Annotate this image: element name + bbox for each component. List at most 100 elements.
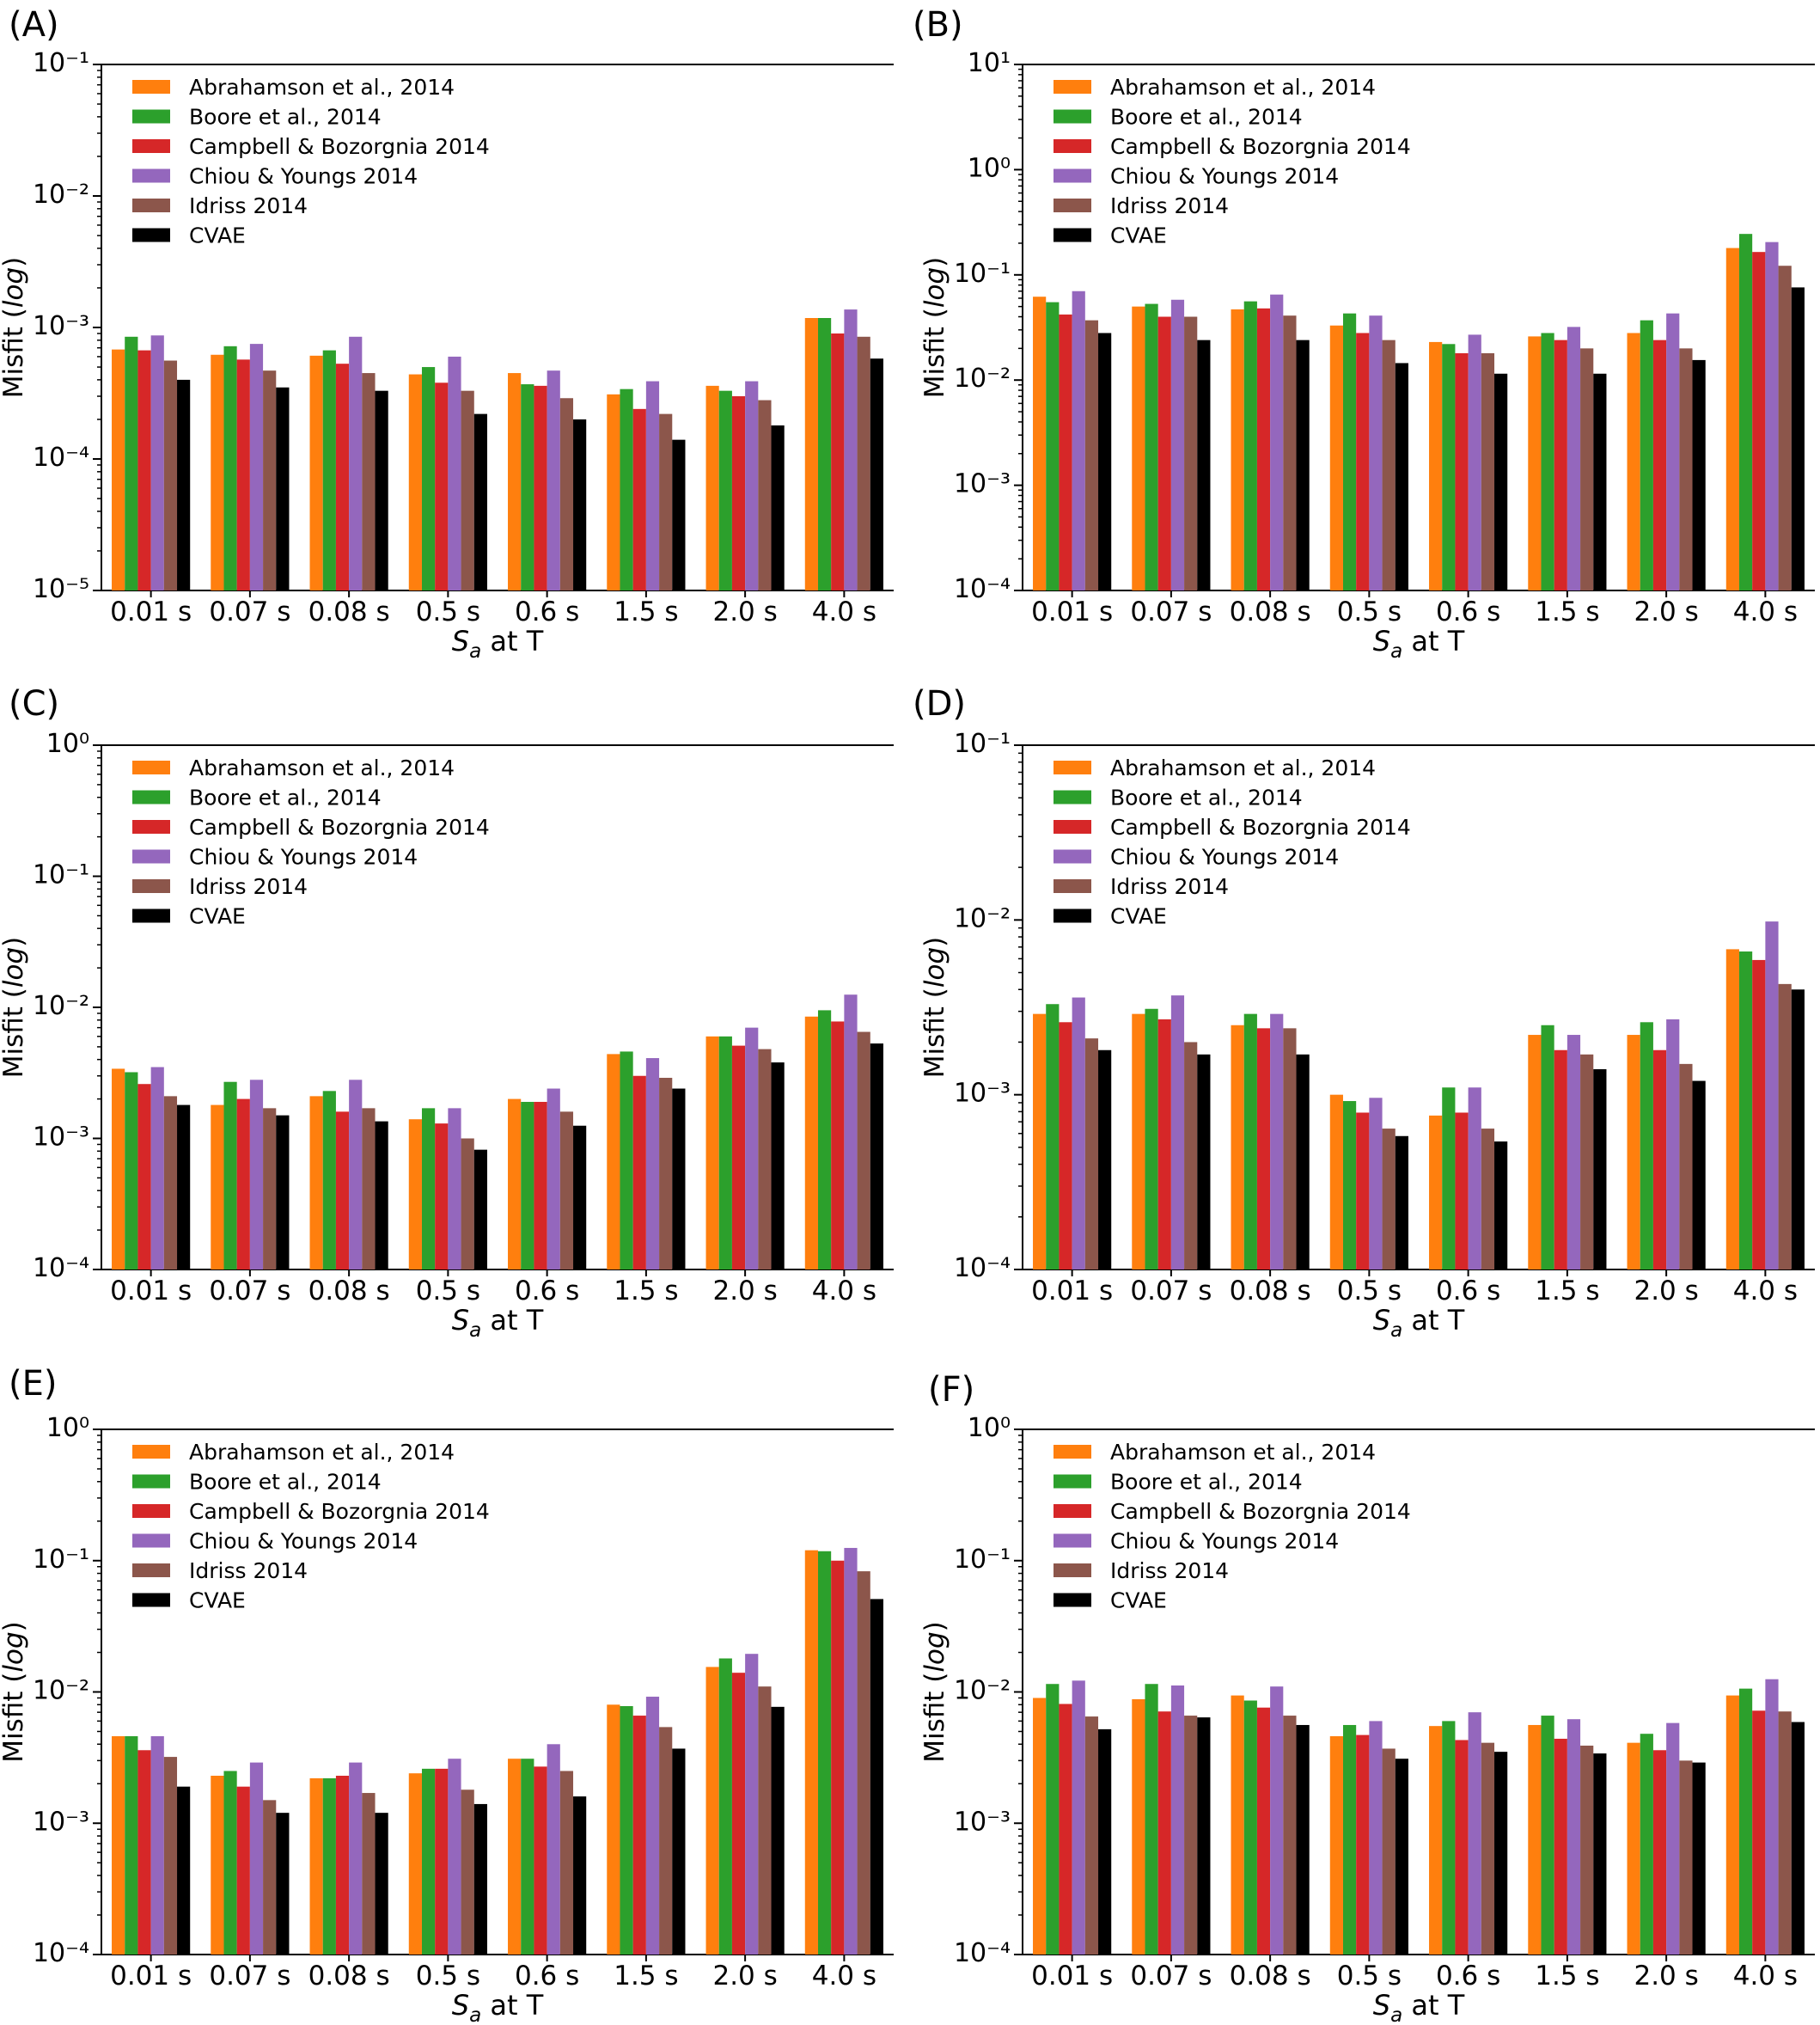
y-tick-label: 10⁻¹ (33, 1545, 89, 1575)
bar (448, 1108, 461, 1269)
bar (573, 1125, 587, 1269)
legend-swatch (1054, 1474, 1091, 1489)
bar (1356, 1112, 1370, 1269)
bar (137, 1750, 151, 1955)
bar (1270, 1013, 1284, 1269)
bar (817, 1551, 832, 1955)
bar (534, 385, 547, 590)
legend-label: Idriss 2014 (1110, 874, 1229, 899)
y-axis-label: Misfit (log) (0, 937, 29, 1079)
bar (1084, 1716, 1099, 1955)
bar (1243, 1700, 1257, 1955)
bar (1528, 336, 1542, 590)
x-tick-label: 0.5 s (1337, 1961, 1402, 1991)
panel-label: (F) (928, 1370, 974, 1410)
legend-swatch (132, 199, 170, 212)
bar (1098, 1049, 1112, 1269)
x-tick-label: 0.6 s (515, 1276, 579, 1306)
y-tick-label: 10⁻⁴ (33, 443, 89, 473)
bar (1157, 1019, 1171, 1269)
y-tick-label: 10⁻⁴ (954, 574, 1011, 604)
bar (349, 1762, 363, 1955)
x-tick-label: 2.0 s (712, 1276, 777, 1306)
bar (249, 344, 264, 590)
chart-panel-b: (B) 10⁻⁴ 10⁻³ 10⁻² 10⁻¹ 10⁰ 10¹ Misfit (log) Sa … (913, 5, 1815, 663)
bar (408, 374, 422, 590)
bar (1652, 340, 1667, 590)
bar (1342, 1724, 1357, 1955)
bar (435, 1768, 449, 1955)
x-tick-label: 0.5 s (1337, 1276, 1402, 1306)
bar (375, 1121, 388, 1269)
bar (1283, 1716, 1297, 1955)
bar (223, 1081, 237, 1269)
bar (125, 1072, 138, 1269)
bar (1157, 1711, 1171, 1955)
legend-swatch (1054, 849, 1091, 864)
bar (1033, 1698, 1047, 1955)
bar (857, 336, 870, 590)
bar (461, 390, 474, 590)
bar (322, 1777, 336, 1955)
bar (276, 387, 290, 590)
y-tick-label: 10⁻⁴ (33, 1938, 89, 1968)
bar (1765, 242, 1779, 590)
panel-label: (C) (9, 684, 59, 724)
x-tick-label: 0.01 s (110, 1961, 192, 1991)
x-tick-label: 0.08 s (1230, 596, 1311, 627)
legend-swatch (132, 761, 170, 774)
bar (473, 1149, 487, 1269)
bar (1554, 1738, 1567, 1955)
bar (857, 1031, 870, 1269)
bar (1752, 252, 1766, 590)
bar (844, 994, 858, 1269)
bar (620, 1051, 633, 1269)
legend-label: Abrahamson et al., 2014 (1110, 75, 1376, 100)
bar (150, 335, 164, 590)
bar (309, 1777, 323, 1955)
bar (1369, 315, 1383, 590)
bar (1395, 363, 1408, 590)
bar (1231, 1025, 1244, 1269)
bar (534, 1101, 547, 1269)
x-tick-label: 0.07 s (1130, 1961, 1212, 1991)
bar (1692, 359, 1706, 590)
legend-swatch (132, 109, 170, 124)
bar (771, 1062, 785, 1269)
x-tick-label: 1.5 s (614, 1961, 678, 1991)
x-tick-label: 2.0 s (1634, 596, 1698, 627)
x-tick-label: 2.0 s (712, 596, 777, 627)
x-tick-label: 0.07 s (209, 596, 290, 627)
x-axis-label: Sa at T (1373, 625, 1465, 663)
bar (1296, 1724, 1310, 1955)
bar (1059, 314, 1072, 590)
y-tick-label: 10⁻⁵ (33, 574, 89, 604)
bar (1765, 921, 1779, 1269)
bar (1455, 1112, 1469, 1269)
bar (607, 394, 620, 590)
legend-label: Abrahamson et al., 2014 (189, 1440, 455, 1465)
legend-label: Idriss 2014 (189, 874, 308, 899)
bar (718, 1658, 732, 1955)
bar (1256, 1028, 1271, 1269)
bar (137, 350, 151, 590)
bar (672, 1088, 686, 1269)
legend-swatch (132, 139, 170, 153)
x-tick-label: 2.0 s (1634, 1276, 1698, 1306)
bar (1342, 313, 1357, 590)
bar (1369, 1098, 1383, 1269)
bar (1593, 1068, 1607, 1269)
legend-swatch (132, 228, 170, 242)
bar (177, 1786, 191, 1955)
bar (1442, 344, 1456, 590)
bar (645, 1697, 660, 1955)
y-tick-label: 10⁻¹ (33, 48, 89, 78)
bar (844, 1547, 858, 1955)
bar (1132, 1013, 1145, 1269)
bar (870, 1043, 883, 1269)
y-axis-label: Misfit (log) (919, 257, 950, 399)
legend-label: Boore et al., 2014 (1110, 786, 1303, 811)
x-tick-label: 0.08 s (308, 1276, 390, 1306)
legend-swatch (132, 879, 170, 893)
bar (112, 1736, 125, 1955)
